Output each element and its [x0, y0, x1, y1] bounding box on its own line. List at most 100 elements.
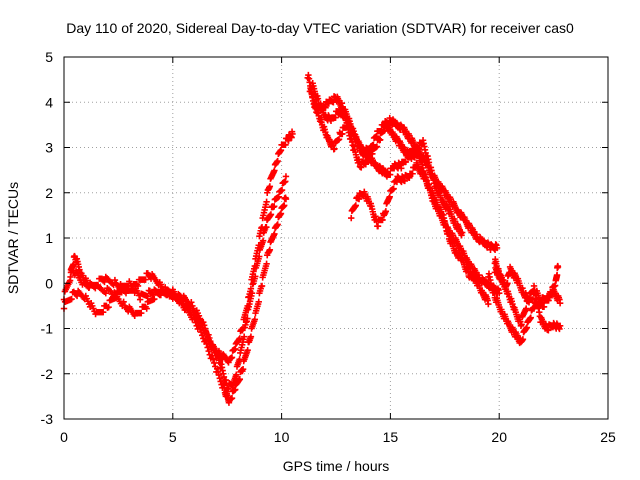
data-point: [73, 292, 81, 300]
data-point: [113, 294, 120, 301]
data-point: [191, 316, 198, 323]
data-point: [370, 141, 377, 148]
data-point: [402, 158, 410, 166]
y-axis-label: SDTVAR / TECUs: [5, 182, 21, 294]
data-point: [485, 300, 492, 308]
data-point: [105, 304, 112, 311]
data-point: [529, 296, 537, 303]
data-point: [277, 210, 285, 217]
y-tick-label: 5: [45, 49, 53, 65]
data-point: [274, 157, 281, 165]
data-point: [204, 344, 211, 351]
data-point: [358, 164, 365, 171]
x-tick-label: 15: [383, 429, 399, 445]
data-point: [188, 299, 195, 306]
data-point: [255, 298, 262, 306]
data-point: [143, 305, 150, 312]
data-point: [398, 165, 405, 172]
data-point: [401, 177, 408, 185]
data-point: [240, 333, 248, 340]
data-marks: [60, 71, 564, 406]
data-point: [263, 198, 270, 205]
data-point: [216, 349, 224, 357]
data-point: [282, 173, 290, 180]
data-point: [271, 230, 278, 238]
data-point: [374, 223, 382, 230]
data-point: [142, 276, 149, 283]
data-point: [553, 271, 561, 279]
data-point: [266, 246, 274, 253]
satellite-track-7: [308, 80, 466, 239]
y-tick-label: -1: [41, 321, 54, 337]
data-point: [540, 303, 548, 310]
data-point: [335, 136, 343, 143]
data-point: [282, 195, 290, 203]
data-point: [215, 371, 223, 379]
data-point: [209, 356, 217, 363]
data-point: [101, 278, 108, 286]
data-point: [556, 299, 564, 307]
data-point: [251, 262, 259, 270]
x-tick-label: 25: [600, 429, 616, 445]
data-point: [373, 143, 381, 150]
data-point: [200, 318, 207, 326]
data-point: [518, 321, 525, 328]
data-point: [267, 211, 275, 218]
data-point: [67, 273, 74, 281]
data-point: [386, 171, 394, 178]
data-point: [278, 186, 286, 194]
data-point: [173, 296, 181, 303]
chart-title: Day 110 of 2020, Sidereal Day-to-day VTE…: [66, 20, 574, 36]
data-point: [288, 134, 295, 141]
data-point: [176, 291, 183, 299]
satellite-track-6: [348, 159, 492, 308]
data-point: [172, 295, 180, 302]
data-point: [255, 242, 262, 249]
data-point: [281, 202, 288, 209]
data-point: [68, 295, 75, 303]
data-point: [314, 109, 321, 117]
y-tick-label: 2: [45, 185, 53, 201]
data-point: [493, 244, 501, 252]
data-point: [247, 333, 255, 340]
data-point: [415, 145, 423, 152]
data-point: [208, 352, 216, 359]
data-point: [201, 325, 209, 332]
y-axis-ticks: -3 -2 -1 0 1 2 3 4 5: [41, 49, 608, 427]
data-point: [225, 359, 232, 366]
data-point: [236, 335, 244, 342]
data-point: [376, 136, 384, 144]
data-point: [381, 123, 388, 131]
data-point: [258, 223, 266, 231]
data-point: [378, 128, 385, 135]
data-point: [205, 331, 212, 339]
data-point: [355, 195, 363, 203]
data-point: [282, 141, 289, 148]
y-tick-label: 0: [45, 275, 53, 291]
data-point: [409, 170, 416, 177]
data-point: [348, 214, 355, 222]
data-point: [554, 263, 562, 271]
data-point: [271, 167, 278, 174]
data-point: [259, 237, 267, 244]
data-point: [150, 291, 157, 299]
data-point: [545, 327, 552, 334]
data-point: [271, 203, 278, 210]
data-point: [244, 347, 251, 354]
data-point: [239, 366, 247, 373]
data-point: [205, 347, 212, 355]
data-point: [102, 290, 109, 297]
data-point: [111, 276, 119, 284]
data-point: [233, 371, 240, 378]
data-point: [210, 359, 218, 367]
y-tick-label: -3: [41, 411, 54, 427]
data-point: [148, 290, 156, 298]
data-point: [352, 202, 360, 209]
x-axis-ticks: 0 5 10 15 20 25: [60, 57, 616, 445]
data-point: [263, 260, 270, 267]
satellite-track-3: [67, 128, 296, 366]
data-point: [274, 221, 281, 228]
data-point: [277, 147, 285, 154]
data-point: [258, 282, 266, 290]
